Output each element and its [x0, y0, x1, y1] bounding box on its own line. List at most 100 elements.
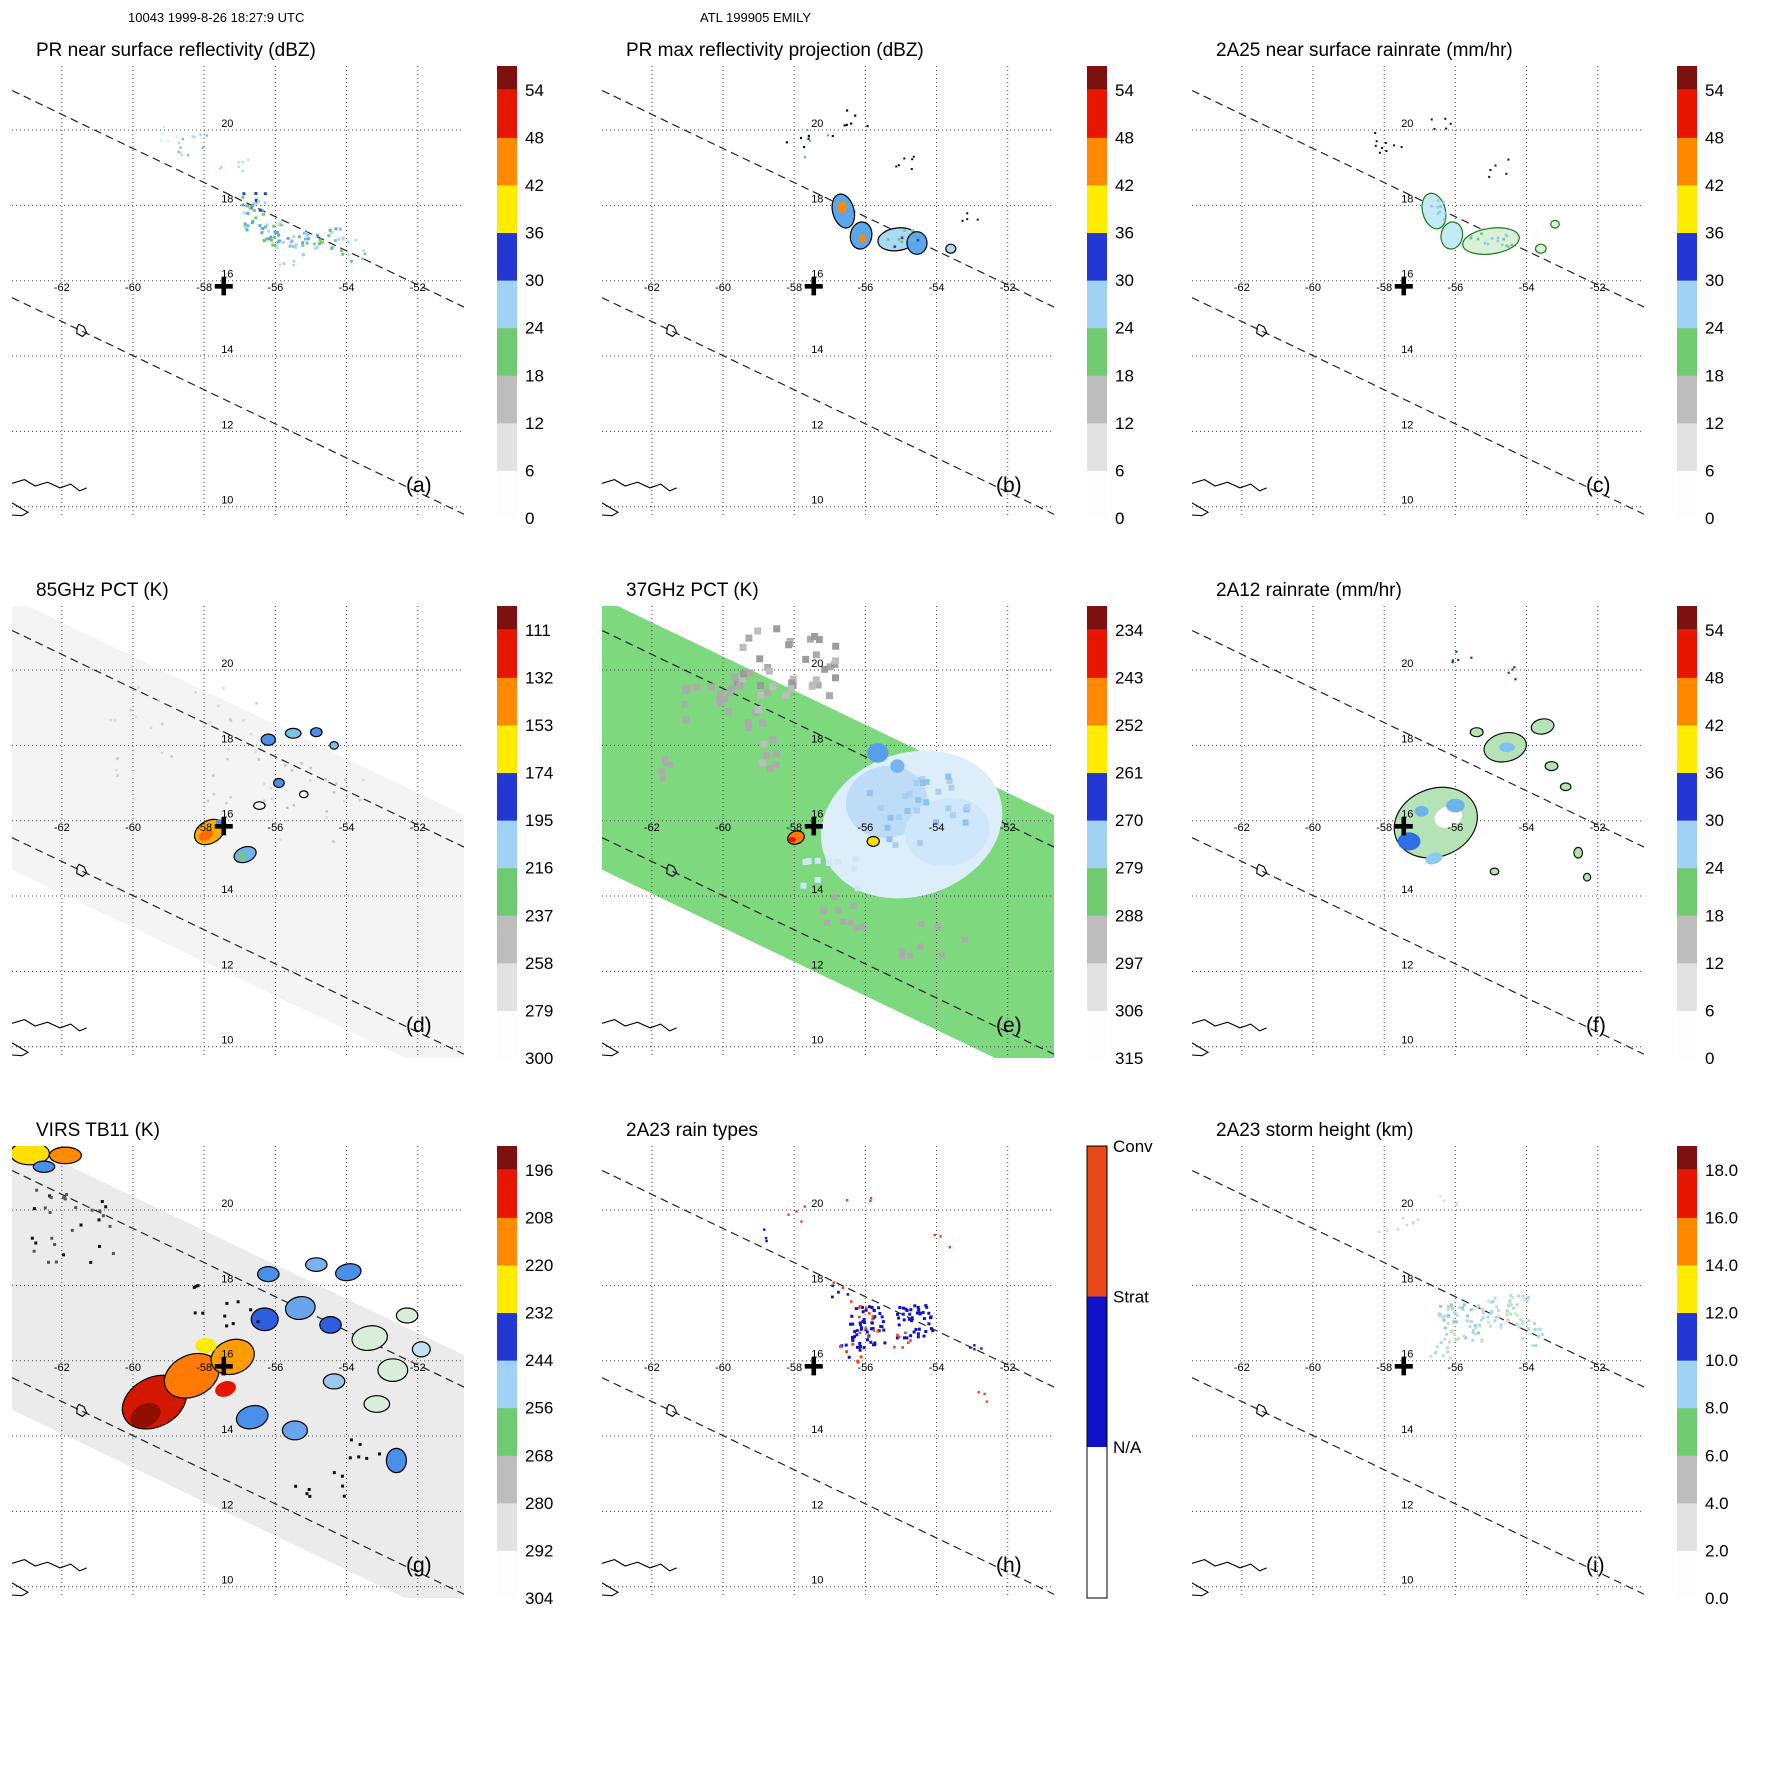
lat-label: 14 [1401, 884, 1413, 896]
lat-label: 20 [221, 118, 233, 130]
colorbar-tick-label: 54 [1705, 81, 1724, 100]
lat-label: 16 [811, 269, 823, 281]
lon-label: -54 [339, 822, 355, 834]
panel-letter: (e) [996, 1014, 1022, 1037]
lat-label: 14 [221, 344, 233, 356]
colorbar-tick-label: 0 [1705, 1049, 1714, 1068]
colorbar-tick-label: 36 [1705, 764, 1724, 783]
lon-label: -54 [929, 822, 945, 834]
colorbar-label: Strat [1113, 1288, 1149, 1307]
lon-label: -58 [196, 1362, 212, 1374]
colorbar-tick-label: 243 [1115, 668, 1143, 687]
lat-label: 18 [221, 193, 233, 205]
colorbar-tick-label: 195 [525, 811, 553, 830]
grid-labels: -62 -60 -58 -56 -54 -52 10 12 14 16 18 20 [54, 1198, 426, 1587]
colorbar-tick-label: 220 [525, 1256, 553, 1275]
swath-edge-line [12, 1377, 464, 1595]
lat-label: 12 [811, 419, 823, 431]
colorbar-tick-label: 18 [1705, 906, 1724, 925]
colorbar-tick-label: 36 [1705, 224, 1724, 243]
lon-label: -58 [786, 282, 802, 294]
colorbar-label: Conv [1113, 1137, 1153, 1156]
coastline [602, 502, 620, 517]
colorbar-tick-label: 208 [525, 1208, 553, 1227]
orbit-timestamp-label: 10043 1999-8-26 18:27:9 UTC [128, 10, 305, 25]
coastline [602, 1582, 620, 1597]
swath-edge-line [1192, 297, 1644, 515]
lon-label: -54 [339, 1362, 355, 1374]
coastline [1256, 323, 1268, 338]
lon-label: -58 [786, 822, 802, 834]
colorbar-tick-label: 306 [1115, 1001, 1143, 1020]
lon-label: -62 [644, 1362, 660, 1374]
colorbar-tick-label: 6 [1115, 461, 1124, 480]
lat-label: 12 [811, 959, 823, 971]
lat-label: 10 [1401, 1575, 1413, 1587]
data-field [12, 1146, 464, 1597]
panel-title: 2A23 rain types [626, 1120, 758, 1141]
colorbar: 0 6 12 18 24 30 36 42 48 54 [497, 66, 544, 528]
lat-label: 12 [221, 959, 233, 971]
lon-label: -56 [267, 1362, 283, 1374]
lon-label: -58 [786, 1362, 802, 1374]
lat-label: 12 [811, 1499, 823, 1511]
coastline [602, 479, 677, 492]
colorbar-tick-label: 258 [525, 954, 553, 973]
colorbar-tick-label: 0 [525, 509, 534, 528]
colorbar-tick-label: 42 [1705, 176, 1724, 195]
lat-label: 10 [1401, 495, 1413, 507]
swath-edge-line [12, 89, 464, 308]
colorbar-tick-label: 12 [1705, 954, 1724, 973]
panel-d-85ghz-pct-map: -62 -60 -58 -56 -54 -52 10 12 14 16 18 20 85GHz PCT … [12, 580, 553, 1068]
colorbar-tick-label: 24 [525, 319, 544, 338]
colorbar-tick-label: 12 [1705, 414, 1724, 433]
lat-label: 14 [811, 344, 823, 356]
colorbar-tick-label: 111 [525, 621, 551, 640]
lat-label: 10 [1401, 1035, 1413, 1047]
lat-label: 18 [221, 733, 233, 745]
lat-label: 14 [1401, 1424, 1413, 1436]
lon-label: -60 [715, 1362, 731, 1374]
lat-label: 10 [811, 495, 823, 507]
storm-center-cross [804, 1357, 823, 1376]
colorbar-tick-label: 297 [1115, 954, 1143, 973]
storm-center-cross [214, 817, 233, 836]
lon-label: -60 [1305, 822, 1321, 834]
swath-band [12, 606, 464, 1058]
lat-label: 10 [811, 1575, 823, 1587]
colorbar-tick-label: 244 [525, 1351, 553, 1370]
lon-label: -56 [267, 282, 283, 294]
lon-label: -54 [929, 1362, 945, 1374]
coastline [12, 1042, 30, 1057]
colorbar-tick-label: 0 [1705, 509, 1714, 528]
data-field [1192, 89, 1644, 517]
lon-label: -52 [1000, 822, 1016, 834]
lon-label: -58 [196, 822, 212, 834]
colorbar-tick-label: 279 [525, 1001, 553, 1020]
lon-label: -54 [929, 282, 945, 294]
colorbar: 315 306 297 288 279 270 261 252 243 234 [1087, 606, 1143, 1068]
lon-label: -52 [410, 282, 426, 294]
colorbar-tick-label: 48 [1115, 128, 1134, 147]
colorbar-tick-label: 12 [1115, 414, 1134, 433]
grid-labels: -62 -60 -58 -56 -54 -52 10 12 14 16 18 20 [1234, 658, 1606, 1047]
panel-letter: (a) [406, 474, 432, 497]
data-field [602, 89, 1054, 517]
lon-label: -54 [1519, 1362, 1535, 1374]
grid-lines [12, 66, 464, 518]
lat-label: 14 [811, 884, 823, 896]
colorbar: 0 6 12 18 24 30 36 42 48 54 [1677, 66, 1724, 528]
colorbar-tick-label: 0 [1115, 509, 1124, 528]
grid-labels: -62 -60 -58 -56 -54 -52 10 12 14 16 18 20 [644, 118, 1016, 507]
colorbar-tick-label: 54 [1115, 81, 1134, 100]
lat-label: 12 [221, 1499, 233, 1511]
coastline [666, 323, 678, 338]
coastline [12, 1582, 30, 1597]
colorbar-tick-label: 42 [525, 176, 544, 195]
colorbar-tick-label: 237 [525, 906, 553, 925]
colorbar-tick-label: 24 [1705, 859, 1724, 878]
panel-b-pr-max-reflectivity-map: -62 -60 -58 -56 -54 -52 10 12 14 16 18 20 PR max ref… [602, 40, 1134, 528]
storm-center-cross [804, 817, 823, 836]
panel-letter: (c) [1586, 474, 1611, 497]
colorbar-tick-label: 261 [1115, 764, 1143, 783]
